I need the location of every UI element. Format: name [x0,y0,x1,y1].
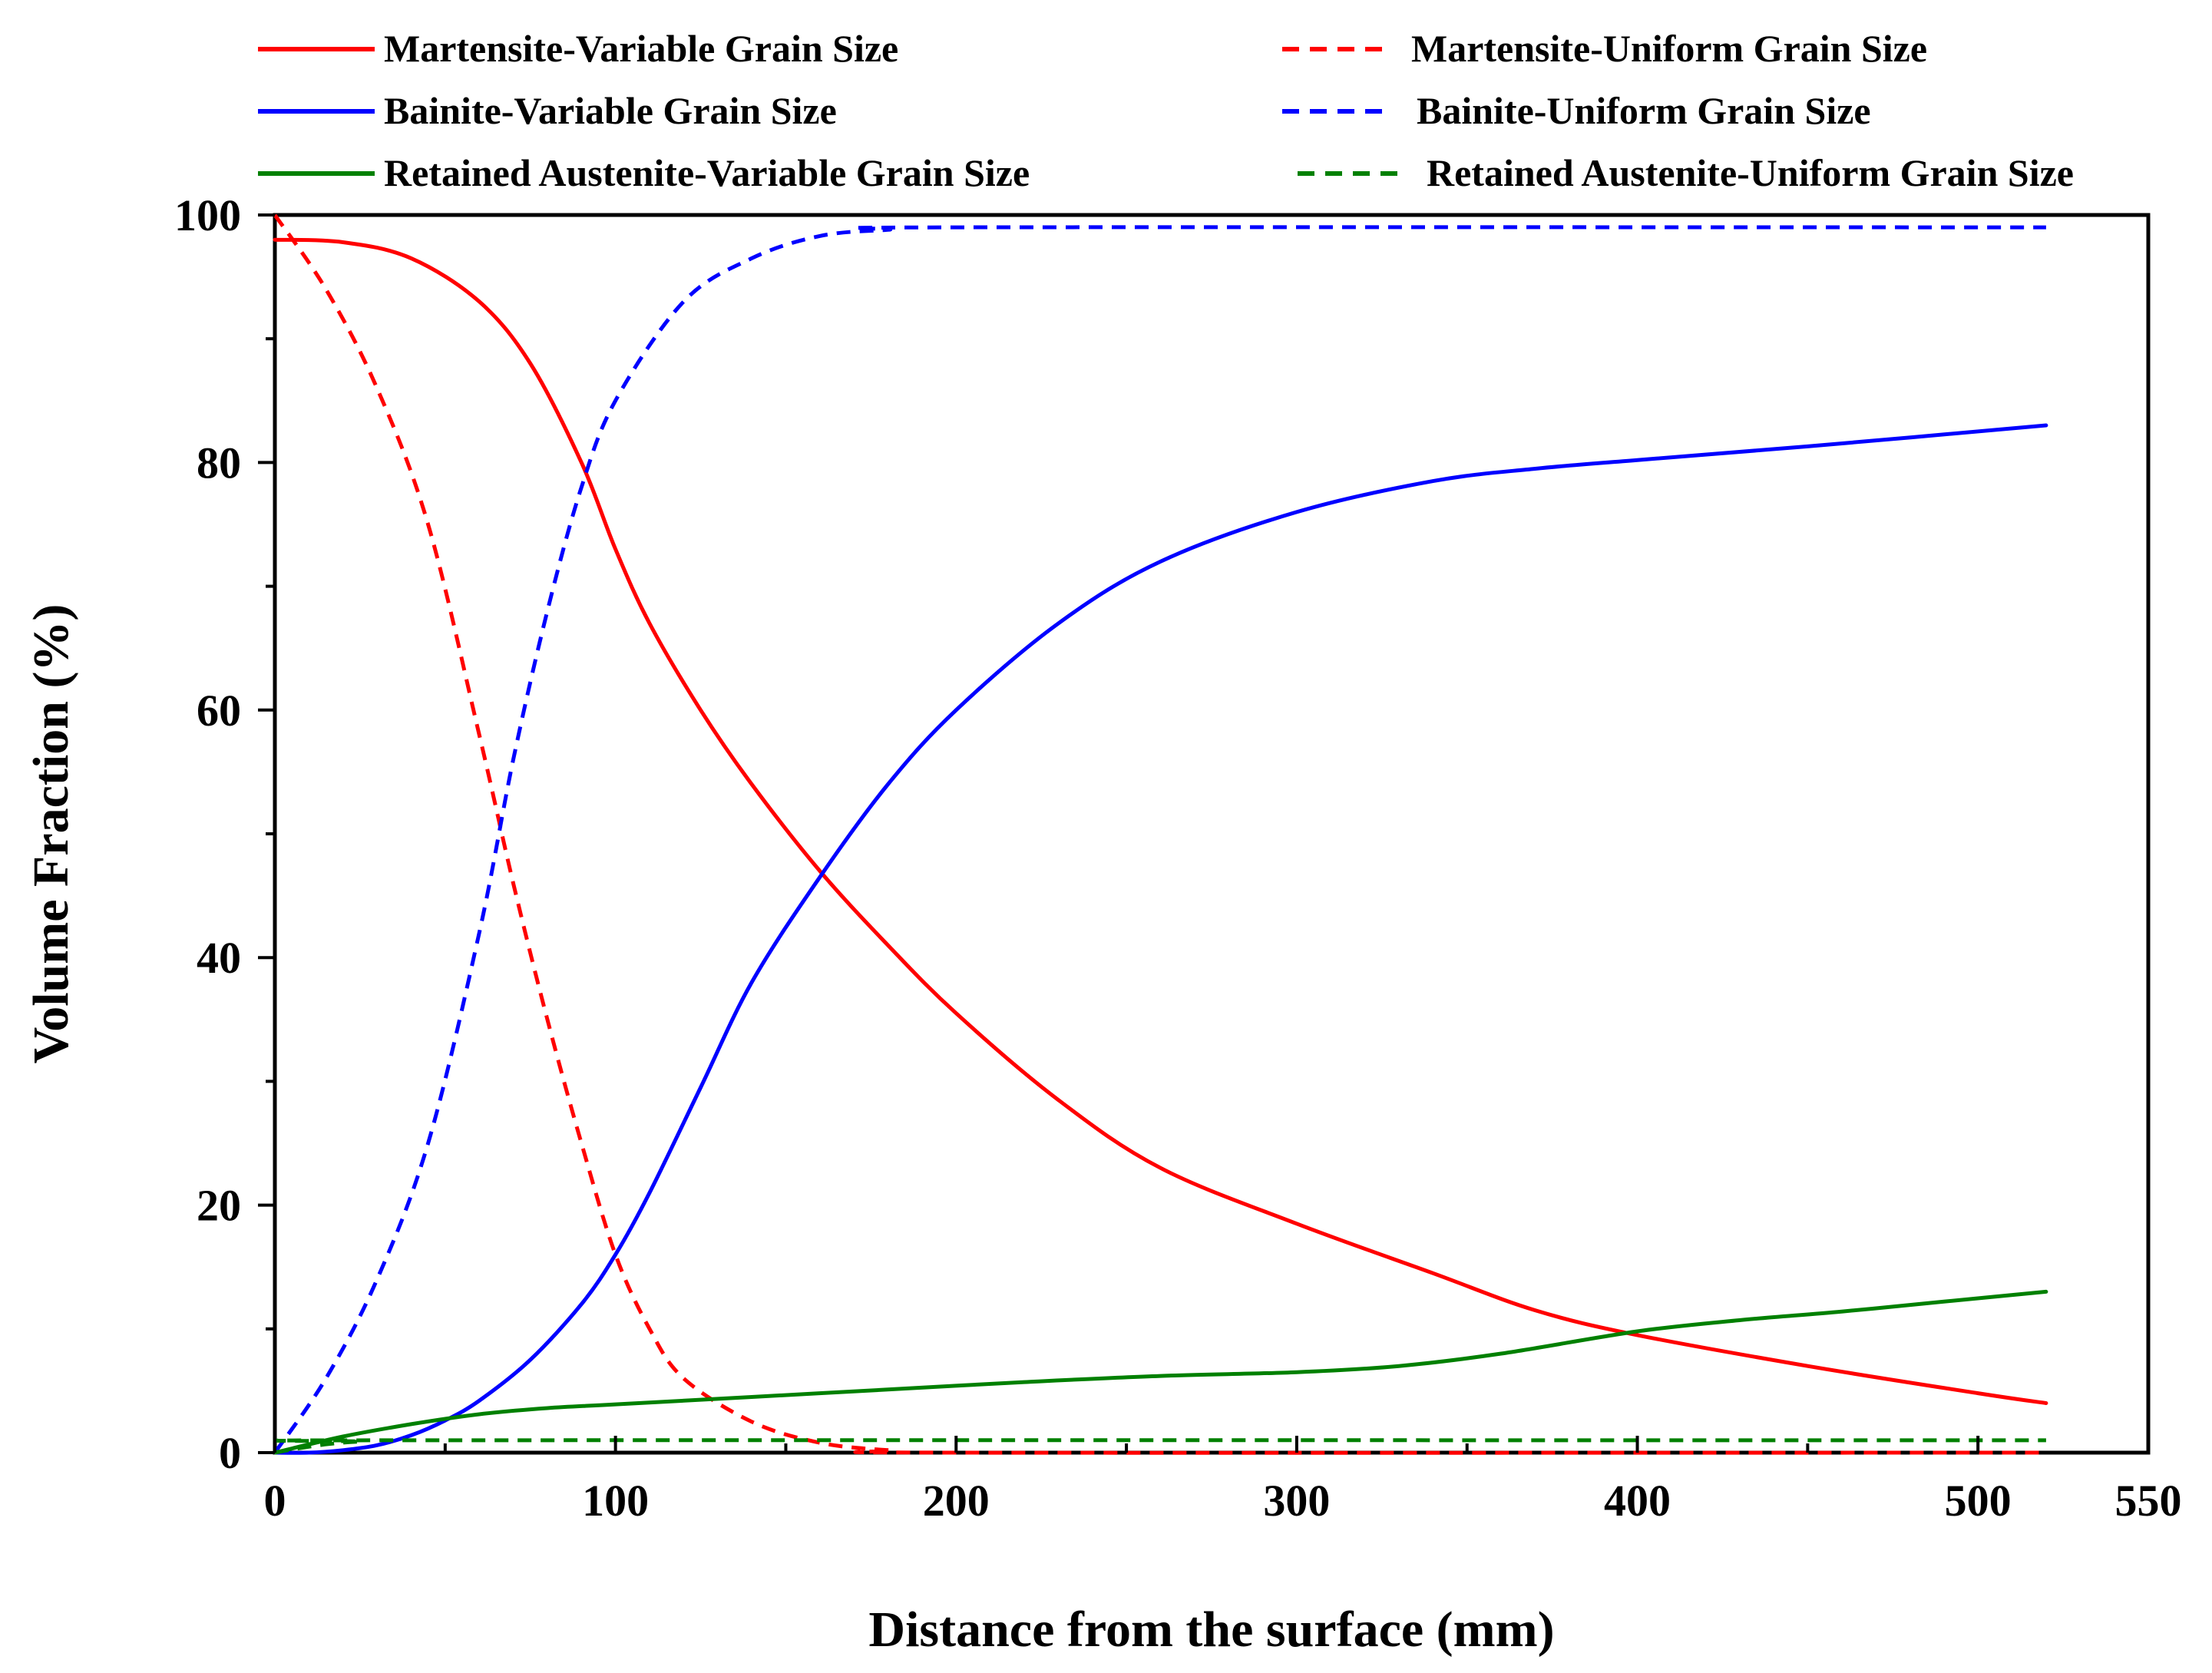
plot-frame [273,213,2151,1455]
legend-item-austenite-variable: Retained Austenite-Variable Grain Size [258,151,1030,194]
y-tick-label: 100 [174,190,241,240]
legend-item-austenite-uniform: Retained Austenite-Uniform Grain Size [1298,151,2074,194]
series-line-bainite-uniform-grain-size [273,225,2046,1454]
y-axis-label: Volume Fraction (%) [23,604,79,1064]
legend-item-martensite-uniform: Martensite-Uniform Grain Size [1282,27,1927,70]
legend-item-martensite-variable: Martensite-Variable Grain Size [258,27,898,70]
x-tick-label: 550 [2115,1476,2182,1526]
x-tick-label: 100 [582,1476,649,1526]
legend-label-martensite-uniform: Martensite-Uniform Grain Size [1411,27,1927,70]
legend-label-bainite-variable: Bainite-Variable Grain Size [384,89,837,132]
series-line-martensite-variable-grain-size [273,237,2048,1405]
legend-label-austenite-uniform: Retained Austenite-Uniform Grain Size [1427,151,2074,194]
series-layer [273,213,2048,1455]
legend-item-bainite-variable: Bainite-Variable Grain Size [258,89,837,132]
y-tick-label: 40 [197,933,241,983]
y-tick-label: 20 [197,1181,241,1231]
series-line-bainite-variable-grain-size [273,423,2048,1455]
legend-label-bainite-uniform: Bainite-Uniform Grain Size [1417,89,1871,132]
legend: Martensite-Variable Grain Size Martensit… [258,27,2074,194]
legend-item-bainite-uniform: Bainite-Uniform Grain Size [1282,89,1871,132]
legend-label-martensite-variable: Martensite-Variable Grain Size [384,27,898,70]
x-tick-label: 0 [264,1476,286,1526]
x-tick-label: 500 [1945,1476,2012,1526]
y-tick-label: 80 [197,438,241,488]
series-line-retained-austenite-uniform-grain-size [273,1438,2046,1455]
axis-ticks: 0 100 200 300 400 500 550 0 20 40 60 80 100 [174,190,2182,1526]
series-line-retained-austenite-variable-grain-size [273,1289,2048,1455]
x-tick-label: 400 [1604,1476,1671,1526]
x-tick-label: 200 [923,1476,990,1526]
y-tick-label: 0 [219,1428,241,1478]
y-tick-label: 60 [197,686,241,736]
legend-label-austenite-variable: Retained Austenite-Variable Grain Size [384,151,1030,194]
series-line-martensite-uniform-grain-size [273,213,2046,1455]
x-tick-label: 300 [1263,1476,1330,1526]
x-axis-label: Distance from the surface (mm) [868,1602,1554,1658]
